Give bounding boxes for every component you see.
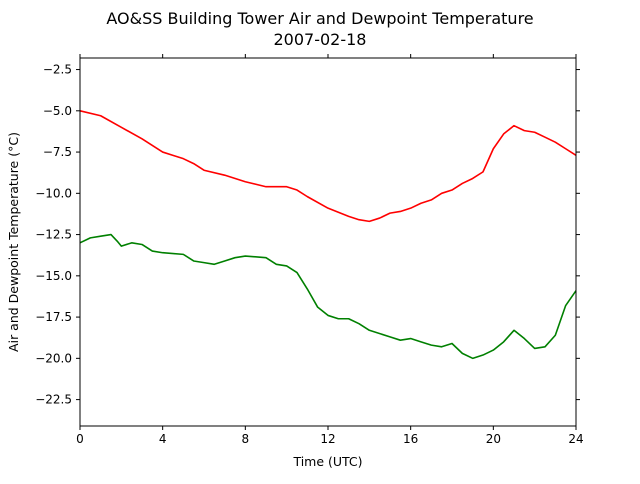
y-tick-label: −12.5 xyxy=(35,228,72,242)
y-tick-label: −10.0 xyxy=(35,186,72,200)
x-tick-label: 12 xyxy=(320,432,335,446)
y-tick-label: −2.5 xyxy=(43,63,72,77)
dewpoint-temperature-line xyxy=(79,233,577,360)
y-tick-label: −15.0 xyxy=(35,269,72,283)
x-tick-label: 8 xyxy=(242,432,250,446)
y-tick-label: −17.5 xyxy=(35,310,72,324)
chart-title: AO&SS Building Tower Air and Dewpoint Te… xyxy=(106,9,533,28)
plot-frame xyxy=(79,57,577,427)
series-layer xyxy=(79,110,577,360)
x-axis-label: Time (UTC) xyxy=(292,454,362,469)
y-tick-label: −20.0 xyxy=(35,351,72,365)
x-tick-label: 4 xyxy=(159,432,167,446)
y-tick-label: −22.5 xyxy=(35,393,72,407)
x-tick-label: 0 xyxy=(76,432,84,446)
y-axis-label: Air and Dewpoint Temperature (°C) xyxy=(6,132,21,352)
y-tick-label: −5.0 xyxy=(43,104,72,118)
chart-subtitle: 2007-02-18 xyxy=(274,30,367,49)
x-tick-label: 16 xyxy=(403,432,418,446)
air-temperature-line xyxy=(79,110,577,223)
x-tick-label: 20 xyxy=(486,432,501,446)
x-tick-label: 24 xyxy=(568,432,583,446)
y-tick-label: −7.5 xyxy=(43,145,72,159)
axis-layer: 0 4 8 12 16 20 24 −22.5 −20.0 −17.5 −15.0 −12.5 −10.… xyxy=(35,54,584,446)
